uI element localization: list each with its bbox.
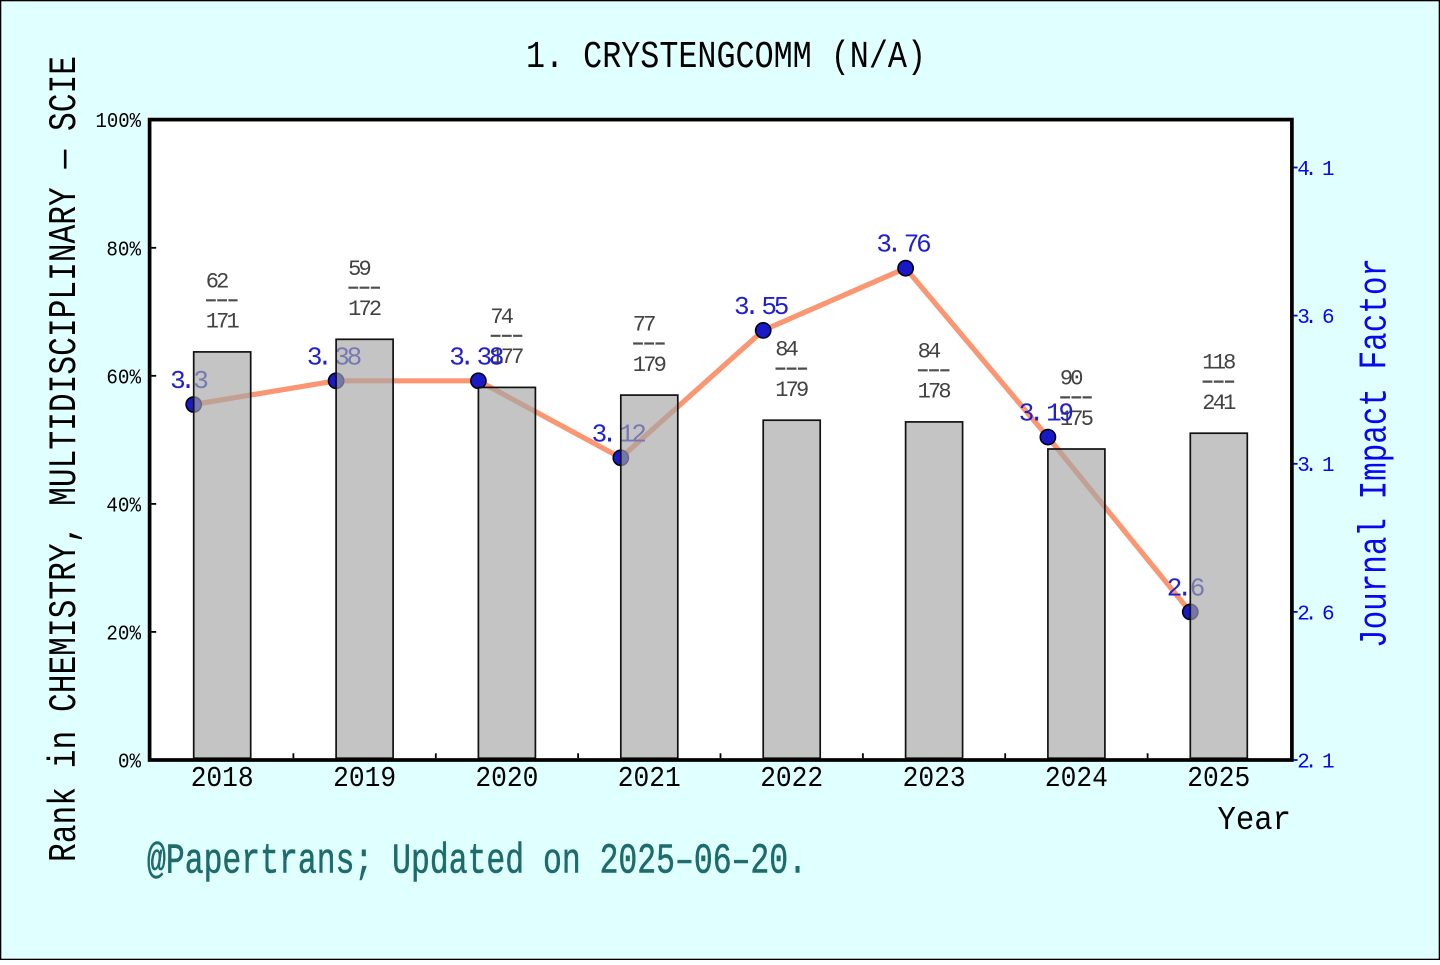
svg-text:3.: 3. — [734, 292, 754, 322]
svg-text:172: 172 — [348, 297, 381, 322]
svg-text:2020: 2020 — [475, 762, 538, 795]
svg-text:1: 1 — [1322, 752, 1335, 775]
svg-text:38: 38 — [477, 342, 503, 372]
svg-text:100%: 100% — [96, 111, 142, 134]
svg-text:77: 77 — [633, 313, 655, 338]
svg-text:2024: 2024 — [1045, 762, 1108, 795]
svg-text:2022: 2022 — [760, 762, 823, 795]
svg-text:3.: 3. — [170, 366, 190, 396]
svg-text:118: 118 — [1202, 351, 1235, 376]
svg-text:@Papertrans; Updated on 2025–0: @Papertrans; Updated on 2025–06–20. — [147, 837, 807, 886]
svg-text:2019: 2019 — [333, 762, 396, 795]
svg-text:179: 179 — [633, 353, 666, 378]
svg-text:3.: 3. — [449, 342, 469, 372]
svg-text:19: 19 — [1046, 399, 1072, 429]
svg-text:177: 177 — [490, 345, 523, 370]
svg-text:Journal Impact Factor: Journal Impact Factor — [1354, 258, 1398, 648]
svg-text:3.: 3. — [1019, 399, 1039, 429]
svg-text:20%: 20% — [106, 623, 141, 646]
svg-text:3.: 3. — [1297, 307, 1313, 330]
svg-text:4.: 4. — [1297, 159, 1313, 182]
svg-text:1. CRYSTENGCOMM (N/A): 1. CRYSTENGCOMM (N/A) — [526, 36, 926, 79]
svg-text:76: 76 — [904, 230, 930, 260]
svg-text:62: 62 — [206, 269, 228, 294]
svg-text:2023: 2023 — [903, 762, 966, 795]
svg-text:2018: 2018 — [191, 762, 254, 795]
svg-text:0%: 0% — [118, 752, 141, 775]
svg-text:80%: 80% — [106, 239, 141, 262]
svg-text:84: 84 — [775, 338, 798, 363]
svg-text:3.: 3. — [307, 342, 327, 372]
svg-text:2.: 2. — [1297, 752, 1313, 775]
svg-text:55: 55 — [761, 292, 787, 322]
svg-text:Rank in CHEMISTRY, MULTIDISCIP: Rank in CHEMISTRY, MULTIDISCIPLINARY — S… — [43, 56, 87, 862]
svg-text:40%: 40% — [106, 495, 141, 518]
svg-text:74: 74 — [490, 305, 513, 330]
svg-text:Year: Year — [1218, 802, 1292, 839]
svg-text:59: 59 — [348, 257, 370, 282]
svg-text:241: 241 — [1202, 391, 1236, 416]
svg-text:179: 179 — [775, 378, 808, 403]
svg-text:3.: 3. — [876, 230, 896, 260]
svg-text:90: 90 — [1060, 367, 1082, 392]
svg-text:1: 1 — [1322, 455, 1335, 478]
svg-text:2025: 2025 — [1187, 762, 1250, 795]
svg-text:175: 175 — [1060, 407, 1093, 432]
svg-text:2021: 2021 — [618, 762, 681, 795]
svg-text:2.: 2. — [1297, 603, 1313, 626]
svg-text:178: 178 — [918, 380, 951, 405]
svg-text:84: 84 — [918, 339, 941, 364]
svg-text:171: 171 — [206, 310, 240, 335]
svg-text:60%: 60% — [106, 367, 141, 390]
svg-text:2.: 2. — [1167, 573, 1187, 603]
svg-text:6: 6 — [1322, 603, 1335, 626]
svg-text:1: 1 — [1322, 159, 1335, 182]
svg-text:3.: 3. — [1297, 455, 1313, 478]
svg-text:3.: 3. — [592, 419, 612, 449]
svg-text:6: 6 — [1322, 307, 1335, 330]
